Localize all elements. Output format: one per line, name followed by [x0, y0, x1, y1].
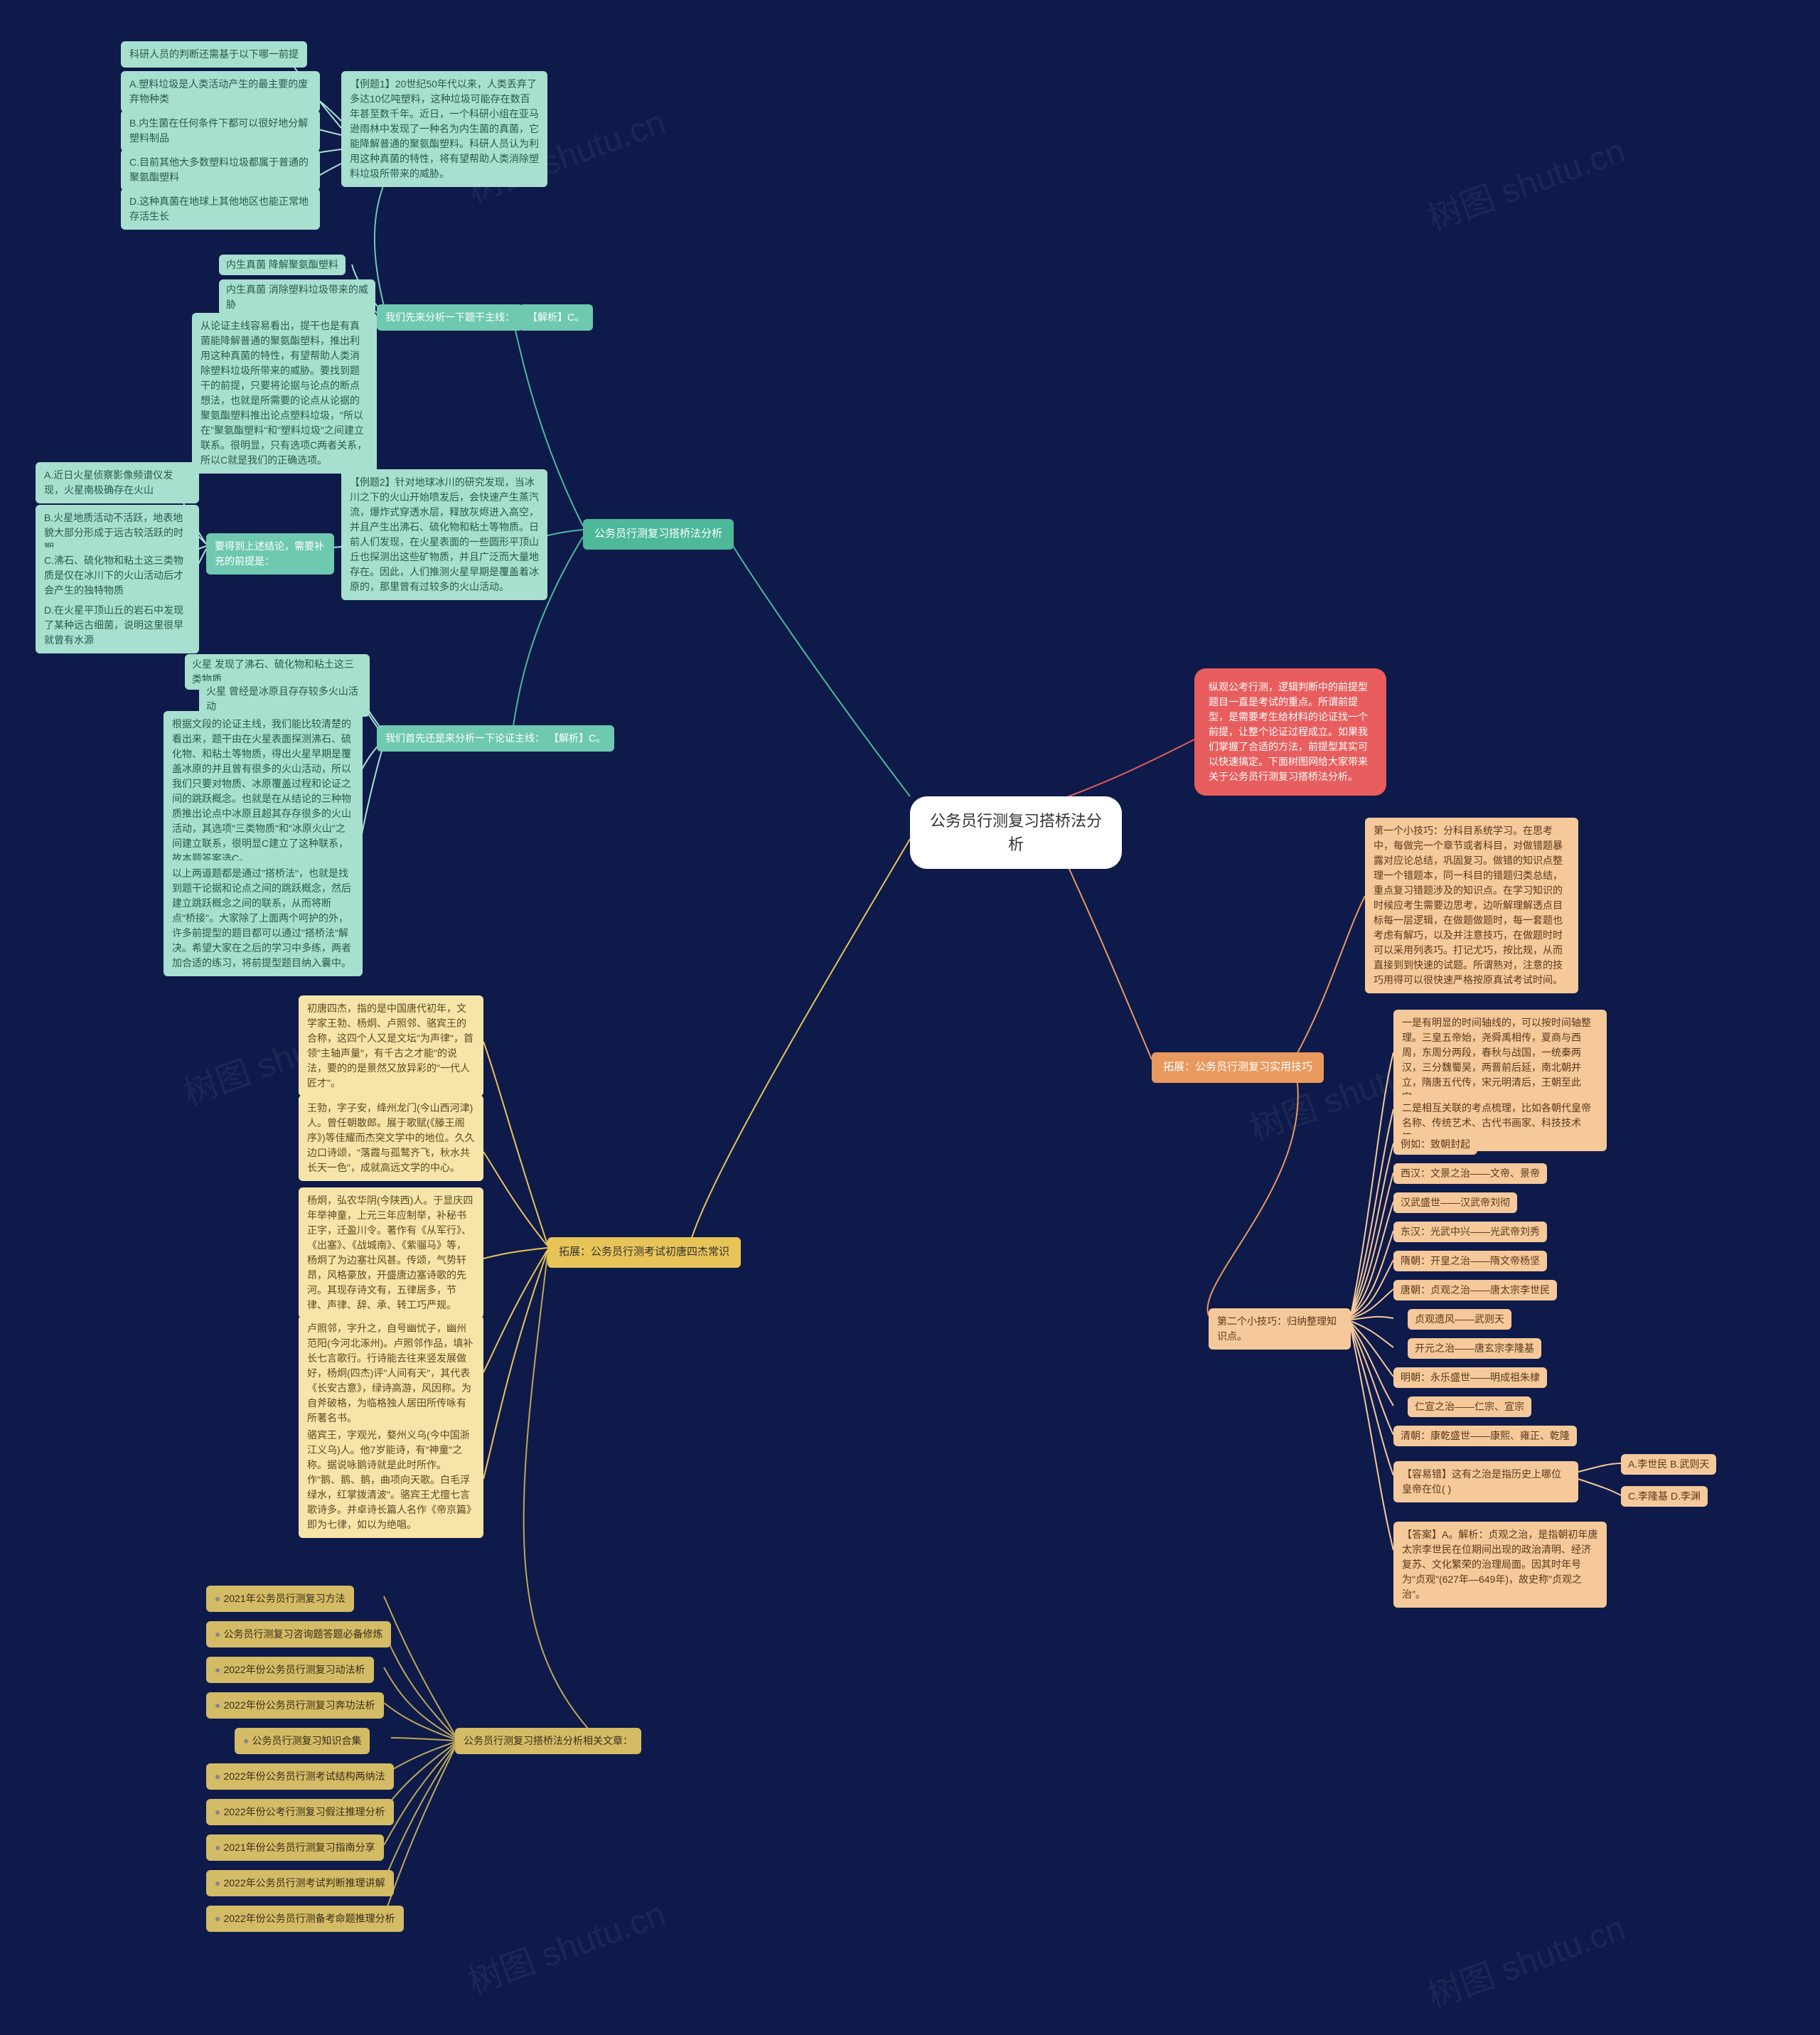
branch-tips[interactable]: 拓展：公务员行测复习实用技巧 [1152, 1052, 1324, 1083]
bullet-icon: ● [215, 1628, 220, 1640]
tip-1: 第一个小技巧：分科目系统学习。在思考中，每做完一个章节或者科目，对做错题暴露对应… [1365, 818, 1578, 993]
related-item[interactable]: ●2021年公务员行测复习方法 [206, 1586, 354, 1612]
label: 我们先来分析一下题干主线： [385, 311, 515, 323]
watermark: 树图 shutu.cn [460, 1886, 671, 2003]
bullet-icon: ● [215, 1913, 220, 1924]
branch-analysis[interactable]: 公务员行测复习搭桥法分析 [583, 519, 734, 550]
ex2-opt-a: A.近日火星侦察影像频谱仪发现，火星南极确存在火山 [36, 462, 199, 503]
person-luzhaolin: 卢照邻，字升之，自号幽忧子，幽州范阳(今河北涿州)。卢照邻作品，填补长七言歌行。… [299, 1315, 483, 1431]
related-item[interactable]: ●公务员行测复习咨询题答题必备修炼 [206, 1621, 391, 1647]
example-opt-ab: A.李世民 B.武则天 [1621, 1454, 1716, 1475]
tip2-leaf-6: 隋朝：开皇之治——隋文帝杨坚 [1393, 1251, 1547, 1271]
person-yangjiong: 杨炯，弘农华阴(今陕西)人。于显庆四年举神童，上元三年应制举，补秘书正字，迁盈川… [299, 1187, 483, 1318]
tip-2: 第二个小技巧：归纳整理知识点。 [1209, 1308, 1351, 1350]
tip2-leaf-2: 例如：致朝封起 [1393, 1134, 1477, 1155]
answer-tag: 【解析】C。 [519, 304, 593, 331]
chain-2: 内生真菌 消除塑料垃圾带来的威胁 [219, 279, 375, 315]
related-item[interactable]: ●2022年份公务员行测备考命题推理分析 [206, 1906, 404, 1932]
bullet-icon: ● [215, 1770, 220, 1782]
related-articles-label: 公务员行测复习搭桥法分析相关文章： [455, 1728, 641, 1754]
link-text: 2021年份公务员行测复习指南分享 [223, 1842, 375, 1853]
sub3-node: 我们首先还是来分析一下论证主线： [377, 725, 553, 752]
tip2-leaf-10: 明朝：永乐盛世——明成祖朱棣 [1393, 1367, 1547, 1388]
example-opt-cd: C.李隆基 D.李渊 [1621, 1486, 1708, 1507]
related-item[interactable]: ●2021年份公务员行测复习指南分享 [206, 1834, 384, 1861]
bullet-icon: ● [215, 1593, 220, 1604]
watermark: 树图 shutu.cn [1420, 122, 1631, 240]
ex1-opt-d: D.这种真菌在地球上其他地区也能正常地存活生长 [121, 188, 320, 230]
bullet-icon: ● [243, 1735, 249, 1746]
link-text: 2022年公务员行测考试判断推理讲解 [223, 1877, 385, 1889]
tip2-leaf-7: 唐朝：贞观之治——唐太宗李世民 [1393, 1280, 1557, 1300]
bullet-icon: ● [215, 1699, 220, 1711]
yellow-intro: 初唐四杰，指的是中国唐代初年，文学家王勃、杨炯、卢照邻、骆宾王的合称，这四个人又… [299, 995, 483, 1096]
related-item[interactable]: ●2022年份公务员行测复习奔功法析 [206, 1692, 384, 1719]
sub3-answer: 【解析】C。 [540, 725, 614, 752]
bullet-icon: ● [215, 1842, 220, 1853]
tip2-leaf-3: 西汉：文景之治——文帝、景帝 [1393, 1163, 1547, 1184]
tip2-leaf-12: 清朝：康乾盛世——康熙、雍正、乾隆 [1393, 1426, 1577, 1446]
person-luobinwang: 骆宾王，字观光，婺州义乌(今中国浙江义乌)人。他7岁能诗，有"神童"之称。据说咏… [299, 1422, 483, 1538]
link-text: 2022年份公考行测复习假注推理分析 [223, 1806, 385, 1817]
bullet-icon: ● [215, 1877, 220, 1889]
tip2-leaf-9: 开元之治——唐玄宗李隆基 [1408, 1338, 1541, 1359]
ex1-question: 科研人员的判断还需基于以下哪一前提 [121, 41, 307, 68]
related-item[interactable]: ●公务员行测复习知识合集 [235, 1728, 370, 1754]
ex2-opt-d: D.在火星平顶山丘的岩石中发现了某种远古细菌，说明这里很早就曾有水源 [36, 597, 199, 653]
example-2: 【例题2】针对地球冰川的研究发现，当冰川之下的火山开始喷发后，会快速产生蒸汽流，… [341, 469, 547, 600]
example-question: 【容易错】这有之治是指历史上哪位皇帝在位( ) [1393, 1461, 1578, 1502]
sub3-leaf-4: 以上两道题都是通过"搭桥法"，也就是找到题干论据和论点之间的跳跃概念，然后建立跳… [164, 860, 363, 976]
ex1-opt-b: B.内生菌在任何条件下都可以很好地分解塑料制品 [121, 110, 320, 151]
related-item[interactable]: ●2022年份公务员行测考试结构两纳法 [206, 1763, 394, 1790]
chain-3: 从论证主线容易看出，提干也是有真菌能降解普通的聚氨酯塑料，推出利用这种真菌的特性… [192, 313, 377, 474]
chain-1: 内生真菌 降解聚氨酯塑料 [219, 255, 346, 275]
person-wangbo: 王勃，字子安，绛州龙门(今山西河津)人。曾任朝散郎。展于歌赋(《滕王阁序》)等佳… [299, 1095, 483, 1181]
ex1-opt-c: C.目前其他大多数塑料垃圾都属于普通的聚氨酯塑料 [121, 149, 320, 191]
link-text: 2022年份公务员行测复习奔功法析 [223, 1699, 375, 1711]
sub-node: 我们先来分析一下题干主线： [377, 304, 523, 331]
watermark: 树图 shutu.cn [1420, 1900, 1631, 2017]
branch-common-sense[interactable]: 拓展：公务员行测考试初唐四杰常识 [547, 1237, 741, 1268]
tip2-leaf-11: 仁宣之治——仁宗、宣宗 [1408, 1396, 1531, 1417]
link-text: 2022年份公务员行测复习动法析 [223, 1664, 365, 1675]
example-answer: 【答案】A。解析：贞观之治，是指朝初年唐太宗李世民在位期间出现的政治清明、经济复… [1393, 1522, 1607, 1608]
tip2-leaf-8: 贞观遗风——武则天 [1408, 1309, 1511, 1330]
tip2-leaf-4: 汉武盛世——汉武帝刘彻 [1393, 1192, 1517, 1213]
intro-node: 纵观公考行测，逻辑判断中的前提型题目一直是考试的重点。所谓前提型，是需要考生给材… [1194, 668, 1386, 796]
related-item[interactable]: ●2022年份公考行测复习假注推理分析 [206, 1799, 394, 1825]
ex2-opt-c: C.沸石、硫化物和粘土这三类物质是仅在冰川下的火山活动后才会产生的独特物质 [36, 548, 199, 604]
link-text: 2022年份公务员行测考试结构两纳法 [223, 1770, 385, 1782]
link-text: 2022年份公务员行测备考命题推理分析 [223, 1913, 395, 1924]
ex2-question: 要得到上述结论，需要补充的前提是： [206, 533, 334, 575]
center-node[interactable]: 公务员行测复习搭桥法分 析 [910, 796, 1122, 869]
link-text: 公务员行测复习知识合集 [252, 1735, 361, 1746]
sub3-leaf-3: 根据文段的论证主线，我们能比较清楚的看出来，题干由在火星表面探测沸石、硫化物、和… [164, 711, 363, 872]
related-item[interactable]: ●2022年份公务员行测复习动法析 [206, 1657, 374, 1683]
example-1: 【例题1】20世纪50年代以来，人类丢弃了多达10亿吨塑料，这种垃圾可能存在数百… [341, 71, 547, 187]
bullet-icon: ● [215, 1806, 220, 1817]
link-text: 公务员行测复习咨询题答题必备修炼 [223, 1628, 382, 1640]
tip2-leaf-5: 东汉：光武中兴——光武帝刘秀 [1393, 1222, 1547, 1242]
related-item[interactable]: ●2022年公务员行测考试判断推理讲解 [206, 1870, 394, 1896]
bullet-icon: ● [215, 1664, 220, 1675]
link-text: 2021年公务员行测复习方法 [223, 1593, 345, 1604]
ex1-opt-a: A.塑料垃圾是人类活动产生的最主要的废弃物种类 [121, 71, 320, 112]
